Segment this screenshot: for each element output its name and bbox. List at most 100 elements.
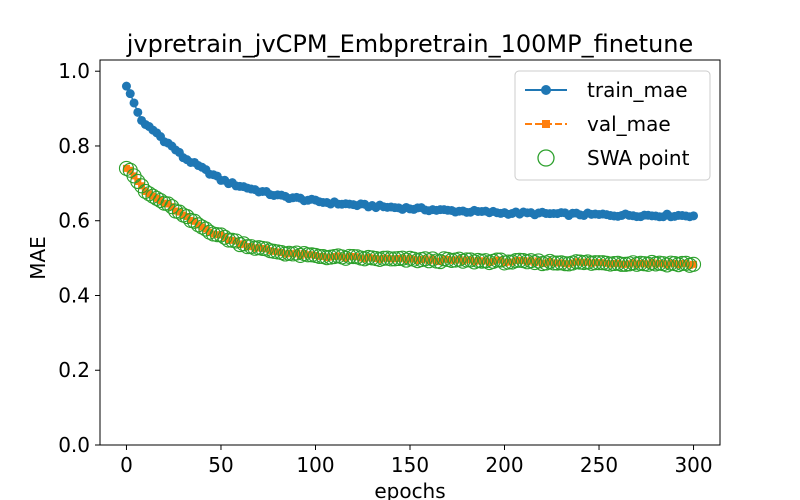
- data-point-swa-point: [145, 188, 161, 204]
- data-point-val-mae: [221, 233, 229, 241]
- y-tick-label: 0.2: [58, 358, 90, 382]
- data-point-swa-point: [202, 224, 218, 240]
- data-point-val-mae: [652, 260, 660, 268]
- legend-entry-val-mae: val_mae: [525, 112, 671, 136]
- data-point-val-mae: [485, 259, 493, 267]
- data-point-val-mae: [629, 259, 637, 267]
- data-point-val-mae: [198, 223, 206, 231]
- data-point-val-mae: [599, 259, 607, 267]
- data-point-val-mae: [576, 258, 584, 266]
- data-point-val-mae: [270, 247, 278, 255]
- data-point-val-mae: [550, 259, 558, 267]
- data-point-val-mae: [546, 257, 554, 265]
- data-point-val-mae: [206, 228, 214, 236]
- legend-entry-train-mae: train_mae: [525, 78, 688, 102]
- data-point-val-mae: [671, 260, 679, 268]
- data-point-val-mae: [572, 258, 580, 266]
- data-point-swa-point: [663, 255, 679, 271]
- data-point-val-mae: [637, 259, 645, 267]
- data-point-val-mae: [690, 260, 698, 268]
- data-point-val-mae: [557, 259, 565, 267]
- data-point-swa-point: [391, 250, 407, 267]
- x-tick-label: 150: [391, 453, 429, 477]
- data-point-val-mae: [387, 255, 395, 263]
- data-point-val-mae: [304, 251, 312, 259]
- data-point-val-mae: [145, 190, 153, 198]
- legend-marker-swa-point: [537, 149, 555, 167]
- data-point-val-mae: [349, 253, 357, 261]
- data-point-val-mae: [493, 256, 501, 264]
- data-point-val-mae: [398, 254, 406, 262]
- data-point-val-mae: [561, 260, 569, 268]
- series-train-mae: [121, 81, 699, 222]
- data-point-val-mae: [122, 164, 130, 172]
- data-point-swa-point: [659, 257, 675, 273]
- data-point-val-mae: [633, 260, 641, 268]
- data-point-val-mae: [323, 254, 331, 262]
- legend-marker-train-mae: [541, 85, 551, 95]
- data-point-swa-point: [171, 204, 187, 220]
- axes-frame: [99, 59, 721, 446]
- data-point-swa-point: [462, 252, 479, 268]
- legend-marker-val-mae: [542, 120, 550, 128]
- data-point-val-mae: [372, 255, 380, 263]
- data-point-val-mae: [417, 256, 425, 264]
- data-point-swa-point: [239, 239, 255, 255]
- data-point-val-mae: [342, 254, 350, 262]
- data-point-val-mae: [361, 255, 369, 263]
- data-point-val-mae: [232, 237, 240, 245]
- data-point-val-mae: [644, 260, 652, 268]
- data-point-val-mae: [584, 258, 592, 266]
- data-point-val-mae: [432, 257, 440, 265]
- data-point-swa-point: [587, 255, 603, 271]
- data-point-val-mae: [448, 256, 456, 264]
- data-point-swa-point: [674, 255, 690, 271]
- data-point-val-mae: [421, 255, 429, 263]
- data-point-swa-point: [685, 256, 702, 272]
- data-point-val-mae: [501, 259, 509, 267]
- data-point-val-mae: [213, 231, 221, 239]
- data-point-swa-point: [137, 183, 153, 200]
- data-point-val-mae: [678, 259, 686, 267]
- data-point-val-mae: [311, 251, 319, 259]
- data-point-val-mae: [414, 257, 422, 265]
- y-axis: 0.0 0.2 0.4 0.6 0.8 1.0: [58, 59, 100, 457]
- data-point-val-mae: [330, 253, 338, 261]
- data-point-val-mae: [380, 254, 388, 262]
- data-point-val-mae: [187, 216, 195, 224]
- data-point-swa-point: [508, 252, 524, 269]
- x-axis: 0 50 100 150 200 250 300: [120, 445, 713, 477]
- y-tick-label: 0.6: [58, 209, 90, 233]
- data-point-val-mae: [300, 250, 308, 258]
- data-point-swa-point: [549, 255, 565, 271]
- data-point-swa-point: [417, 251, 433, 267]
- data-point-swa-point: [568, 254, 584, 270]
- data-point-val-mae: [402, 256, 410, 264]
- data-point-val-mae: [542, 259, 550, 267]
- y-tick-label: 0.8: [58, 134, 90, 158]
- data-point-val-mae: [225, 236, 233, 244]
- data-point-val-mae: [274, 248, 282, 256]
- data-point-train-mae: [125, 89, 135, 99]
- data-point-swa-point: [444, 252, 460, 268]
- data-point-val-mae: [334, 252, 342, 260]
- data-point-val-mae: [538, 260, 546, 268]
- data-point-val-mae: [296, 251, 304, 259]
- data-point-val-mae: [383, 254, 391, 262]
- x-axis-label: epochs: [374, 479, 445, 500]
- data-point-val-mae: [527, 257, 535, 265]
- data-point-val-mae: [618, 260, 626, 268]
- data-point-val-mae: [164, 200, 172, 208]
- data-point-val-mae: [512, 257, 520, 265]
- data-point-val-mae: [357, 254, 365, 262]
- data-point-val-mae: [168, 203, 176, 211]
- data-point-swa-point: [186, 213, 203, 229]
- data-point-val-mae: [470, 258, 478, 266]
- x-tick-label: 0: [120, 453, 133, 477]
- data-point-val-mae: [451, 256, 459, 264]
- data-point-swa-point: [179, 208, 195, 225]
- data-point-val-mae: [686, 261, 694, 269]
- x-tick-label: 200: [485, 453, 523, 477]
- data-point-val-mae: [179, 211, 187, 219]
- data-point-val-mae: [640, 260, 648, 268]
